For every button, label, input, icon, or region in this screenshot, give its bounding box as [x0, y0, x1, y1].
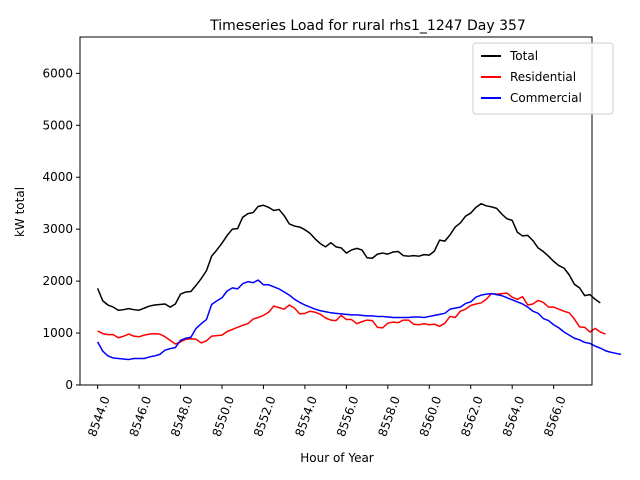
series-line-commercial [96, 279, 622, 361]
y-tick-label: 6000 [42, 66, 73, 80]
y-tick-label: 0 [65, 378, 73, 392]
x-axis-title: Hour of Year [300, 451, 374, 465]
legend-label-residential: Residential [510, 70, 576, 84]
series-line-total [96, 202, 601, 311]
y-axis: 0 1000 2000 3000 4000 5000 6000 [42, 66, 80, 392]
legend: Total Residential Commercial [472, 42, 614, 115]
series-line-residential [97, 292, 606, 345]
legend-label-commercial: Commercial [510, 91, 582, 105]
y-tick-label: 1000 [42, 326, 73, 340]
legend-box [472, 42, 614, 115]
y-tick-label: 5000 [42, 118, 73, 132]
plot-area [79, 36, 622, 386]
legend-label-total: Total [509, 49, 538, 63]
y-axis-title: kW total [13, 187, 27, 237]
y-tick-label: 4000 [42, 170, 73, 184]
plot-frame [79, 36, 593, 386]
y-tick-label: 2000 [42, 274, 73, 288]
chart-title: Timeseries Load for rural rhs1_1247 Day … [209, 18, 526, 34]
y-tick-label: 3000 [42, 222, 73, 236]
